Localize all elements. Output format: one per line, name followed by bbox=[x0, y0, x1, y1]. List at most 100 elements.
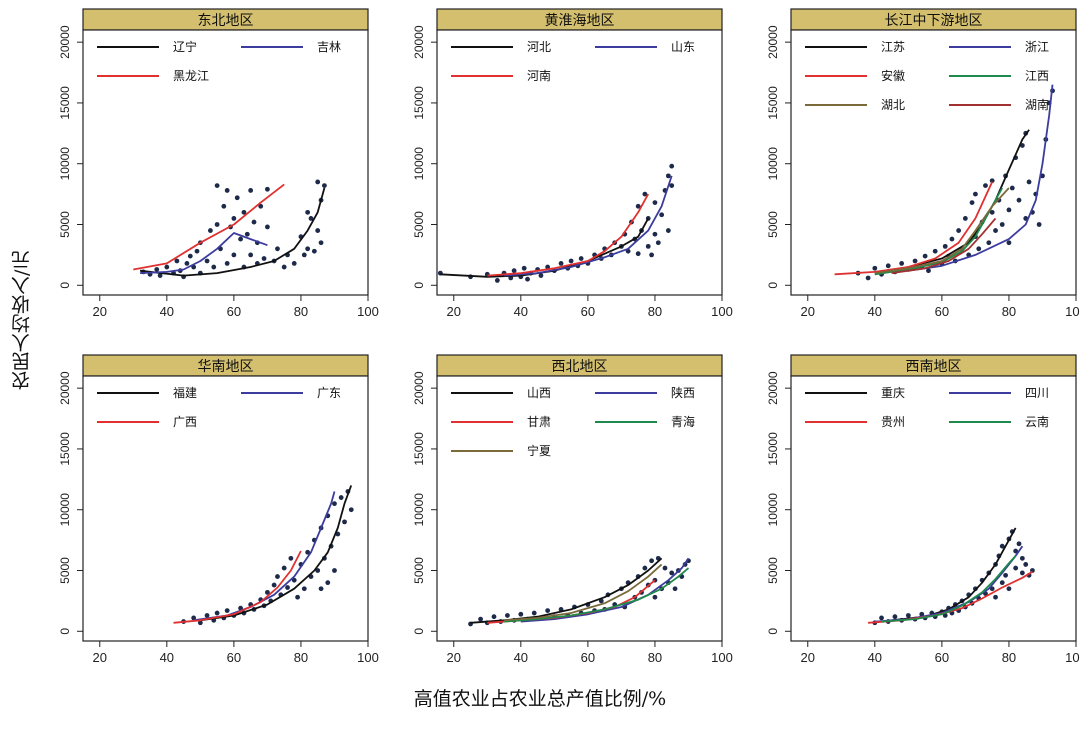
data-point bbox=[649, 252, 654, 258]
series-line bbox=[881, 555, 1017, 623]
data-point bbox=[949, 236, 955, 242]
y-tick-label: 5000 bbox=[412, 557, 426, 584]
legend-entry: 河南 bbox=[527, 68, 551, 83]
legend-entry: 黑龙江 bbox=[173, 69, 209, 83]
data-point bbox=[993, 228, 998, 233]
legend-entry: 吉林 bbox=[317, 40, 341, 54]
x-tick-label: 100 bbox=[711, 650, 733, 665]
data-point bbox=[157, 273, 163, 278]
legend-entry: 河北 bbox=[527, 40, 551, 54]
y-tick-label: 0 bbox=[766, 628, 780, 635]
series-line bbox=[173, 550, 302, 624]
data-point bbox=[261, 256, 267, 261]
data-point bbox=[649, 558, 654, 564]
series-line bbox=[834, 181, 994, 276]
data-point bbox=[244, 231, 250, 237]
y-tick-label: 0 bbox=[766, 282, 780, 289]
data-point bbox=[652, 200, 658, 206]
data-point bbox=[962, 216, 968, 221]
legend-entry: 辽宁 bbox=[173, 39, 197, 54]
legend-entry: 甘肃 bbox=[527, 415, 551, 429]
x-tick-label: 20 bbox=[447, 304, 461, 319]
data-point bbox=[231, 216, 237, 221]
data-point bbox=[187, 253, 193, 259]
series-line bbox=[487, 193, 649, 277]
x-tick-label: 20 bbox=[93, 304, 107, 319]
x-tick-label: 60 bbox=[227, 650, 241, 665]
series-line bbox=[504, 175, 673, 277]
panel-title: 长江中下游地区 bbox=[885, 13, 983, 29]
data-point bbox=[265, 589, 270, 595]
panel-1: 东北地区 0 5000 10000 15000 20000 20 40 60 80 100 辽宁 吉林黑… bbox=[58, 8, 379, 319]
data-point bbox=[652, 231, 658, 237]
data-point bbox=[184, 260, 190, 266]
legend-entry: 重庆 bbox=[881, 386, 905, 400]
data-point bbox=[865, 275, 871, 281]
legend-entry: 安徽 bbox=[881, 68, 905, 83]
data-point bbox=[214, 222, 220, 227]
legend-entry: 湖南 bbox=[1025, 97, 1049, 112]
legend-entry: 广东 bbox=[317, 386, 341, 400]
y-axis-label: 农民人均收入/元 bbox=[11, 250, 33, 390]
series-line bbox=[504, 563, 663, 622]
series-line bbox=[440, 217, 649, 278]
data-point bbox=[338, 495, 344, 500]
data-point bbox=[672, 586, 678, 592]
y-tick-label: 20000 bbox=[766, 25, 780, 59]
legend-entry: 浙江 bbox=[1025, 40, 1049, 54]
data-point bbox=[659, 212, 665, 218]
data-point bbox=[885, 263, 891, 269]
y-tick-label: 15000 bbox=[58, 86, 72, 120]
data-point bbox=[1009, 185, 1015, 191]
plot-area bbox=[82, 375, 369, 642]
data-point bbox=[214, 183, 220, 188]
data-point bbox=[1006, 240, 1012, 246]
y-tick-label: 10000 bbox=[766, 147, 780, 181]
y-tick-label: 20000 bbox=[412, 371, 426, 405]
data-point bbox=[989, 209, 995, 215]
data-point bbox=[491, 614, 497, 620]
legend-entry: 云南 bbox=[1025, 414, 1049, 429]
series-line bbox=[874, 187, 1010, 274]
data-point bbox=[652, 594, 658, 600]
data-point bbox=[204, 258, 210, 264]
x-tick-label: 80 bbox=[648, 650, 662, 665]
x-tick-label: 40 bbox=[514, 650, 528, 665]
data-point bbox=[234, 195, 240, 201]
data-point bbox=[956, 228, 962, 233]
data-point bbox=[905, 613, 911, 618]
y-tick-label: 0 bbox=[58, 628, 72, 635]
data-point bbox=[922, 253, 928, 259]
legend-entry: 山东 bbox=[671, 40, 695, 54]
data-point bbox=[1013, 565, 1019, 571]
data-point bbox=[538, 273, 544, 278]
series-line bbox=[133, 183, 285, 271]
data-point bbox=[669, 163, 675, 169]
data-point bbox=[973, 191, 978, 197]
data-point bbox=[281, 565, 287, 571]
y-tick-label: 15000 bbox=[58, 432, 72, 466]
legend-entry: 宁夏 bbox=[527, 443, 551, 458]
x-tick-label: 100 bbox=[1065, 304, 1080, 319]
x-tick-label: 80 bbox=[1002, 650, 1016, 665]
data-point bbox=[899, 260, 905, 266]
plot-area bbox=[436, 375, 723, 642]
data-point bbox=[211, 264, 217, 270]
data-point bbox=[214, 610, 220, 616]
y-tick-label: 0 bbox=[58, 282, 72, 289]
data-point bbox=[525, 276, 530, 282]
data-point bbox=[332, 568, 337, 573]
data-point bbox=[879, 615, 884, 621]
data-point bbox=[305, 209, 311, 215]
x-tick-label: 80 bbox=[648, 304, 662, 319]
data-point bbox=[1019, 570, 1025, 576]
y-tick-label: 15000 bbox=[766, 432, 780, 466]
data-point bbox=[912, 258, 918, 264]
data-point bbox=[231, 252, 237, 258]
data-point bbox=[1019, 555, 1025, 561]
legend-entry: 福建 bbox=[173, 385, 197, 400]
y-tick-label: 5000 bbox=[58, 557, 72, 584]
x-tick-label: 80 bbox=[294, 304, 308, 319]
data-point bbox=[993, 594, 998, 600]
